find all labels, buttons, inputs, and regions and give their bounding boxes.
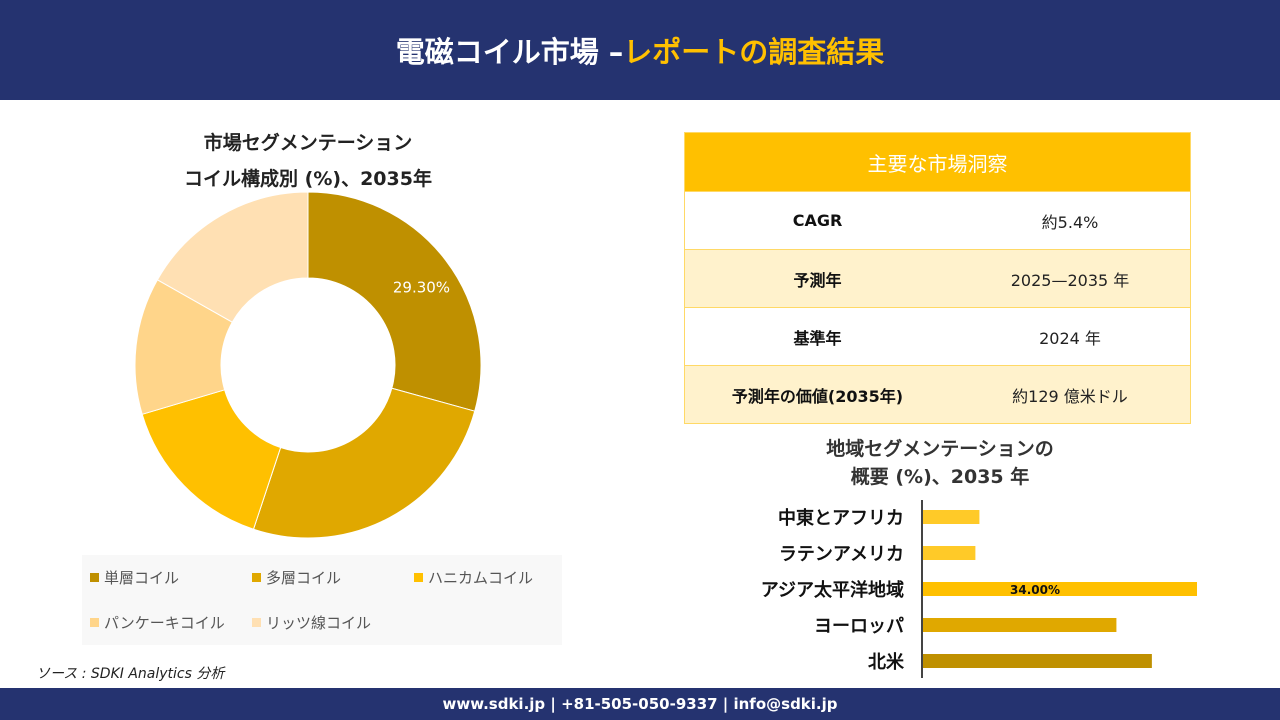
bar-title-line1: 地域セグメンテーションの (826, 438, 1054, 460)
region-bar (923, 582, 1197, 596)
insight-value: 2024 年 (1039, 328, 1101, 348)
title-main: 電磁コイル市場 – (395, 35, 624, 69)
insight-key: CAGR (792, 211, 843, 230)
legend-label: パンケーキコイル (104, 614, 225, 632)
legend-label: 多層コイル (266, 569, 342, 587)
region-bar (923, 654, 1152, 668)
insight-value: 約5.4% (1041, 212, 1099, 232)
insight-value: 2025—2035 年 (1010, 270, 1130, 290)
legend-swatch (90, 618, 99, 627)
pie-title-line2: コイル構成別 (%)、2035年 (184, 168, 432, 190)
region-bar (923, 510, 980, 524)
donut-slice (141, 389, 282, 530)
bar-category-label: 北米 (868, 651, 905, 673)
slice-label: 29.30% (393, 278, 450, 296)
insight-row: 予測年の価値(2035年) 約129 億米ドル (685, 365, 1190, 423)
bar-category-label: ヨーロッパ (814, 616, 904, 637)
insights-table: 主要な市場洞察 CAGR 約5.4% 予測年 2025—2035 年基準年 2024 年… (684, 132, 1191, 424)
legend-item: 多層コイル (252, 567, 341, 588)
legend-item: ハニカムコイル (414, 567, 533, 588)
header-banner: 電磁コイル市場 – レポートの調査結果 (0, 0, 1280, 100)
insight-row: 予測年 2025—2035 年 (685, 249, 1190, 307)
legend-label: リッツ線コイル (266, 614, 372, 632)
donut-slice (252, 387, 476, 539)
legend-label: 単層コイル (104, 569, 180, 587)
insight-key: 予測年 (793, 270, 842, 290)
insight-row: CAGR 約5.4% (685, 191, 1190, 249)
legend-swatch (252, 573, 261, 582)
bar-value-label: 34.00% (1010, 583, 1060, 597)
donut-slice (307, 191, 482, 412)
footer-contact: www.sdki.jp | +81-505-050-9337 | info@sd… (0, 688, 1280, 720)
legend-swatch (252, 618, 261, 627)
insight-value: 約129 億米ドル (1012, 386, 1128, 406)
legend-item: パンケーキコイル (90, 612, 225, 633)
pie-legend: 単層コイル 多層コイル ハニカムコイルパンケーキコイル リッツ線コイル (82, 555, 562, 645)
legend-item: リッツ線コイル (252, 612, 371, 633)
region-bar (923, 618, 1117, 632)
bar-category-label: ラテンアメリカ (779, 544, 904, 565)
donut-slice (156, 191, 309, 323)
insight-key: 基準年 (793, 328, 842, 348)
bar-title-line2: 概要 (%)、2035 年 (850, 466, 1030, 488)
title-accent: レポートの調査結果 (623, 35, 885, 69)
insight-row: 基準年 2024 年 (685, 307, 1190, 365)
insights-title: 主要な市場洞察 (685, 133, 1190, 191)
legend-label: ハニカムコイル (428, 569, 534, 587)
bar-category-label: アジア太平洋地域 (761, 579, 904, 601)
legend-item: 単層コイル (90, 567, 179, 588)
source-note: ソース : SDKI Analytics 分析 (36, 666, 225, 682)
legend-swatch (90, 573, 99, 582)
bar-category-label: 中東とアフリカ (778, 507, 904, 529)
donut-chart: 29.30% (134, 191, 482, 539)
legend-swatch (414, 573, 423, 582)
insight-key: 予測年の価値(2035年) (731, 386, 904, 406)
pie-title-line1: 市場セグメンテーション (203, 132, 413, 154)
region-bar (923, 546, 976, 560)
